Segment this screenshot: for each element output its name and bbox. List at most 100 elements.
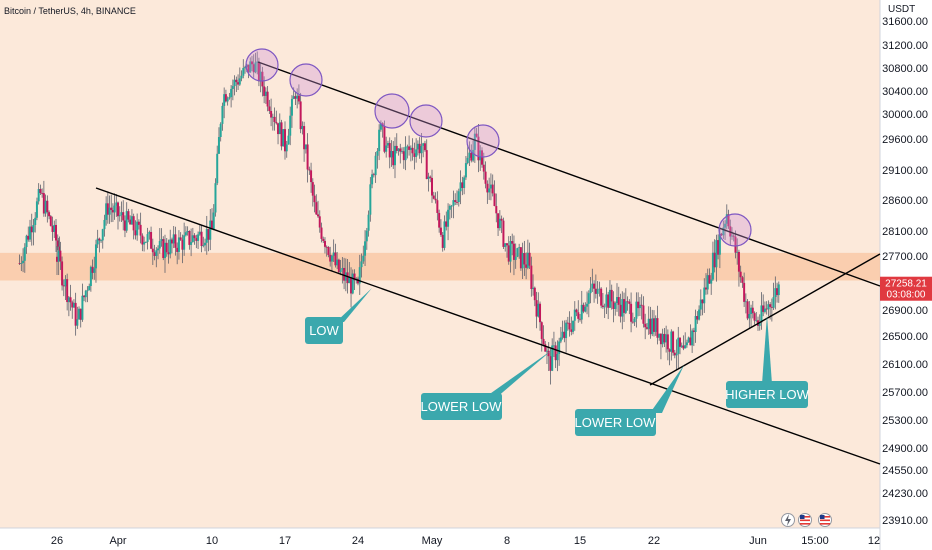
candle bbox=[519, 247, 522, 271]
candle bbox=[559, 326, 562, 344]
candle-body bbox=[270, 110, 273, 118]
candle bbox=[34, 212, 37, 233]
callout-lower-low-2[interactable]: LOWER LOW bbox=[575, 365, 684, 436]
candle bbox=[593, 280, 596, 303]
candle bbox=[294, 92, 297, 106]
candle bbox=[137, 219, 140, 230]
candle bbox=[640, 294, 643, 320]
candle-body bbox=[195, 238, 198, 241]
time-tick-label: 12 bbox=[868, 535, 880, 547]
candle-body bbox=[30, 226, 33, 233]
current-price-tag[interactable]: 27258.21 03:08:00 bbox=[880, 276, 932, 301]
callout-lower-low-1[interactable]: LOWER LOW bbox=[421, 350, 552, 420]
candle bbox=[350, 267, 353, 308]
candle-body bbox=[495, 205, 498, 214]
candle-body bbox=[616, 297, 618, 303]
flag-us-icon[interactable] bbox=[798, 513, 812, 527]
price-axis-background bbox=[880, 0, 932, 550]
candle-body bbox=[727, 214, 730, 227]
candle bbox=[146, 227, 149, 250]
price-tick-label: 31200.00 bbox=[882, 40, 928, 52]
candle-body bbox=[589, 288, 592, 294]
candle-body bbox=[81, 295, 84, 320]
candle-body bbox=[57, 250, 60, 262]
candle-body bbox=[390, 151, 393, 158]
candle bbox=[594, 274, 597, 299]
candle-body bbox=[242, 67, 245, 76]
candle bbox=[184, 226, 187, 237]
candle-body bbox=[304, 144, 307, 150]
candle bbox=[776, 282, 779, 303]
price-tick-label: 29100.00 bbox=[882, 165, 928, 177]
candle bbox=[486, 180, 489, 204]
lower-channel-line[interactable] bbox=[95, 187, 881, 465]
rising-support-line[interactable] bbox=[649, 253, 881, 386]
candle-body bbox=[656, 318, 659, 338]
candle bbox=[242, 59, 245, 79]
candle-body bbox=[249, 61, 252, 73]
candle-body bbox=[493, 193, 496, 206]
callout-higher-low[interactable]: HIGHER LOW bbox=[725, 315, 810, 408]
candle bbox=[136, 213, 139, 241]
flag-us-icon[interactable] bbox=[818, 513, 832, 527]
candle-body bbox=[532, 287, 535, 290]
candle-body bbox=[473, 133, 476, 150]
resistance-zone[interactable] bbox=[0, 252, 880, 281]
candle bbox=[200, 225, 203, 253]
candle-body bbox=[448, 205, 451, 210]
candle-body bbox=[320, 227, 323, 239]
candle bbox=[638, 297, 641, 317]
candle bbox=[607, 291, 610, 320]
candle bbox=[193, 233, 196, 245]
candle-body bbox=[257, 61, 260, 82]
price-tick-label: 25300.00 bbox=[882, 415, 928, 427]
high-circle[interactable] bbox=[289, 63, 323, 97]
candle bbox=[134, 220, 137, 240]
candle bbox=[313, 184, 316, 213]
high-circle[interactable] bbox=[409, 104, 443, 138]
candle bbox=[600, 287, 603, 309]
candle bbox=[25, 234, 28, 254]
candle bbox=[509, 236, 512, 273]
candle-body bbox=[88, 286, 91, 291]
candle-body bbox=[172, 234, 175, 244]
time-tick-label: 8 bbox=[504, 535, 510, 547]
candle-body bbox=[776, 288, 779, 296]
candle-body bbox=[614, 302, 617, 309]
candle bbox=[89, 265, 92, 292]
candle-body bbox=[644, 323, 647, 328]
candle-body bbox=[144, 241, 147, 243]
candle-body bbox=[174, 234, 177, 248]
candle bbox=[132, 213, 135, 240]
candle bbox=[282, 128, 285, 147]
candle bbox=[122, 200, 125, 231]
candle-body bbox=[423, 143, 426, 151]
candle-body bbox=[498, 218, 501, 229]
candle bbox=[473, 126, 476, 163]
price-tick-label: 26900.00 bbox=[882, 305, 928, 317]
candle-body bbox=[125, 211, 128, 231]
candle-body bbox=[582, 304, 585, 312]
candle bbox=[308, 166, 311, 175]
candle bbox=[238, 67, 241, 86]
candle-body bbox=[753, 313, 756, 321]
upper-channel-line[interactable] bbox=[257, 61, 881, 287]
candle bbox=[732, 233, 735, 242]
lightning-icon[interactable] bbox=[781, 513, 795, 527]
high-circle[interactable] bbox=[466, 124, 500, 158]
high-circle[interactable] bbox=[718, 213, 752, 247]
candle bbox=[318, 210, 321, 233]
candle bbox=[623, 292, 626, 323]
candle bbox=[521, 242, 524, 280]
candle bbox=[755, 312, 758, 323]
candle bbox=[659, 333, 662, 360]
candle bbox=[216, 145, 219, 186]
callout-low[interactable]: LOW bbox=[305, 288, 372, 344]
high-circle[interactable] bbox=[374, 93, 410, 129]
high-circle[interactable] bbox=[245, 48, 279, 82]
candle-body bbox=[365, 230, 368, 242]
candle-body bbox=[684, 345, 687, 349]
candle-body bbox=[376, 151, 379, 156]
candle bbox=[57, 237, 60, 276]
